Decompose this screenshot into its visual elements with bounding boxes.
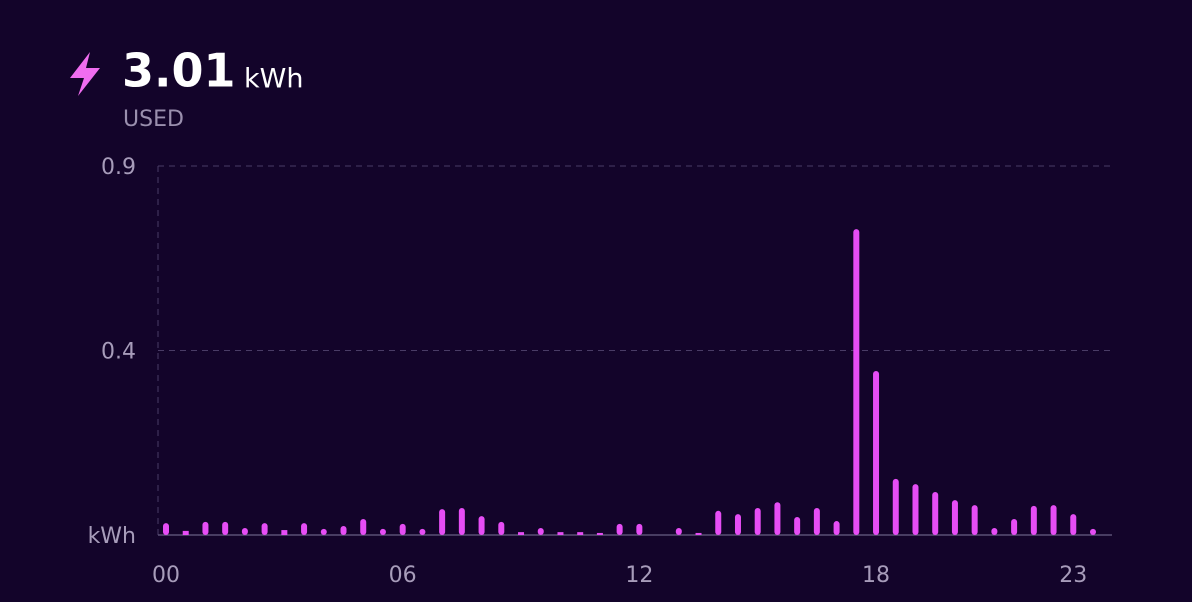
- bar: [616, 523, 623, 535]
- bar: [1050, 505, 1057, 535]
- bar: [537, 528, 544, 535]
- bar: [439, 509, 446, 535]
- bar: [261, 523, 268, 535]
- bar: [518, 532, 525, 535]
- y-tick-label: 0.9: [101, 155, 136, 180]
- bar: [596, 532, 603, 535]
- bar: [320, 528, 327, 535]
- x-tick-label: 12: [625, 563, 653, 588]
- bar: [754, 507, 761, 535]
- bar: [577, 532, 584, 535]
- bar: [379, 528, 386, 535]
- bar: [833, 521, 840, 535]
- bar: [498, 521, 505, 535]
- bar: [202, 521, 209, 535]
- bar: [991, 528, 998, 535]
- bar: [715, 510, 722, 535]
- bar: [182, 530, 189, 535]
- bar: [794, 516, 801, 535]
- bar: [458, 507, 465, 535]
- x-tick-label: 00: [152, 563, 180, 588]
- bar: [932, 491, 939, 535]
- bar: [222, 521, 229, 535]
- bar: [360, 519, 367, 535]
- y-tick-label: kWh: [88, 524, 136, 549]
- bar: [912, 484, 919, 535]
- bar: [873, 371, 880, 535]
- usage-unit: kWh: [244, 64, 303, 95]
- usage-label: USED: [123, 107, 184, 132]
- usage-value: 3.01: [122, 44, 236, 98]
- x-tick-label: 23: [1059, 563, 1087, 588]
- bar: [1070, 514, 1077, 535]
- x-tick-label: 06: [389, 563, 417, 588]
- bar: [301, 523, 308, 535]
- bolt-icon: [70, 52, 100, 96]
- bar: [774, 502, 781, 535]
- bar: [853, 229, 860, 535]
- bar: [478, 516, 485, 535]
- bar: [1090, 528, 1096, 535]
- bar: [892, 478, 899, 535]
- bar: [281, 530, 288, 535]
- bar: [813, 507, 820, 535]
- bar: [399, 523, 406, 535]
- bar: [636, 523, 643, 535]
- x-tick-label: 18: [862, 563, 890, 588]
- bar: [1011, 519, 1018, 535]
- bar: [419, 528, 426, 535]
- bar: [163, 523, 169, 535]
- bar: [951, 500, 958, 535]
- bar: [971, 505, 978, 535]
- bar: [241, 528, 248, 535]
- bar: [734, 514, 741, 535]
- bar: [695, 532, 702, 535]
- bar: [675, 528, 682, 535]
- y-tick-label: 0.4: [101, 340, 136, 365]
- bar: [557, 532, 564, 535]
- bar: [1030, 505, 1037, 535]
- bar: [340, 525, 347, 535]
